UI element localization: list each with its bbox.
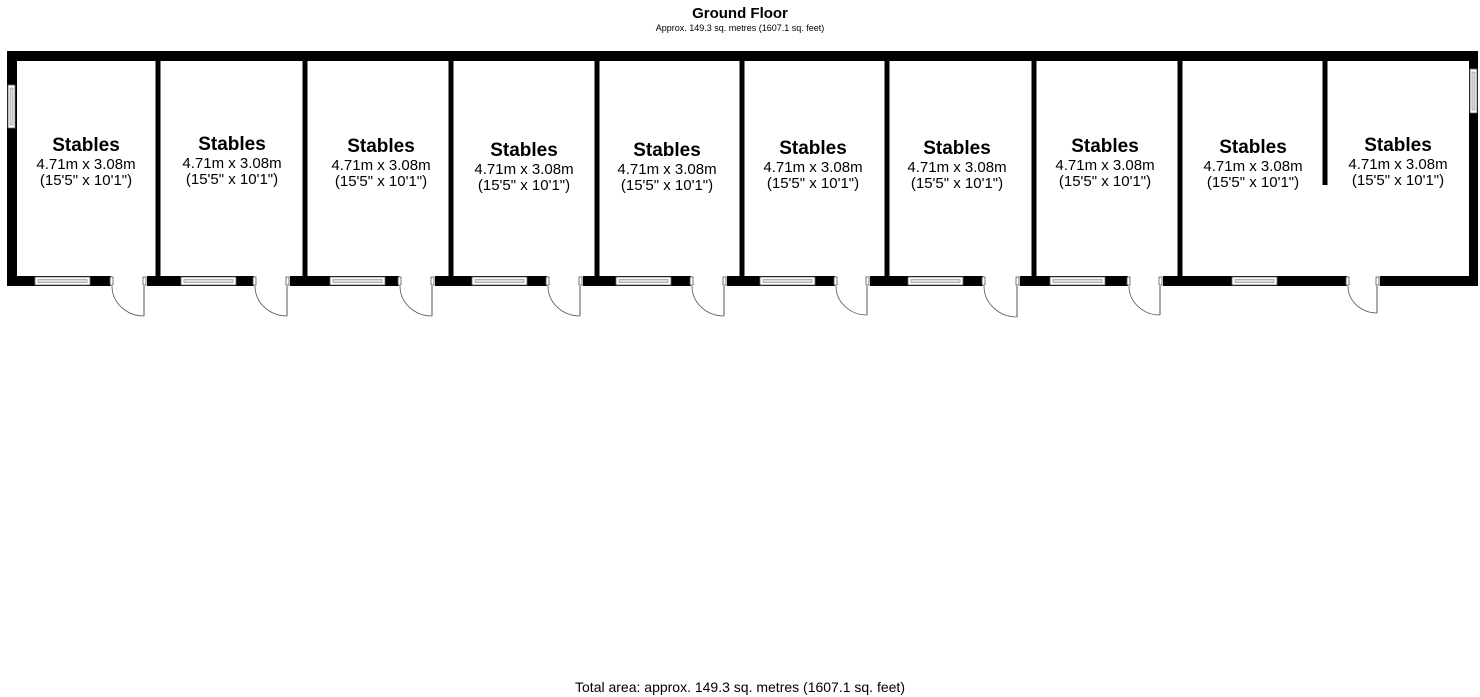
room-name: Stables — [198, 134, 266, 155]
door-jamb — [1375, 276, 1380, 286]
window-glass — [37, 279, 88, 283]
door-jamb — [722, 276, 727, 286]
partition-wall — [1177, 51, 1183, 286]
partition-wall — [739, 51, 745, 286]
partition-wall — [302, 51, 308, 286]
window-glass — [183, 279, 234, 283]
room-label: Stables 4.71m x 3.08m (15'5" x 10'1") — [16, 135, 156, 190]
room-dimensions-imperial: (15'5" x 10'1") — [1058, 173, 1152, 191]
room-name: Stables — [1071, 136, 1139, 157]
door-jamb — [545, 276, 550, 286]
door-jamb — [252, 276, 257, 286]
door-jamb — [285, 276, 290, 286]
door-swing-arc — [399, 285, 433, 317]
partition-wall — [594, 51, 600, 286]
partition-wall — [884, 51, 890, 286]
door-swing-arc — [983, 285, 1018, 318]
room-dimensions-imperial: (15'5" x 10'1") — [910, 175, 1004, 193]
door-swing-arc — [1128, 285, 1161, 316]
window-glass — [910, 279, 961, 283]
door-jamb — [1158, 276, 1163, 286]
room-name: Stables — [52, 135, 120, 156]
room-dimensions-metric: 4.71m x 3.08m — [331, 156, 431, 174]
room-dimensions-imperial: (15'5" x 10'1") — [1351, 172, 1445, 190]
room-dimensions-imperial: (15'5" x 10'1") — [185, 171, 279, 189]
room-name: Stables — [490, 140, 558, 161]
window-glass — [1234, 279, 1275, 283]
window-glass — [332, 279, 383, 283]
room-name: Stables — [779, 138, 847, 159]
door-jamb — [578, 276, 583, 286]
door-jamb — [865, 276, 870, 286]
door-jamb — [109, 276, 114, 286]
room-dimensions-metric: 4.71m x 3.08m — [1348, 155, 1448, 173]
room-dimensions-metric: 4.71m x 3.08m — [907, 158, 1007, 176]
partition-wall — [1031, 51, 1037, 286]
room-dimensions-metric: 4.71m x 3.08m — [1055, 156, 1155, 174]
door-swing-arc — [1347, 285, 1378, 314]
window-glass — [618, 279, 669, 283]
total-area: Total area: approx. 149.3 sq. metres (16… — [575, 679, 905, 695]
door-swing-arc — [111, 285, 145, 317]
door-jamb — [981, 276, 986, 286]
room-dimensions-metric: 4.71m x 3.08m — [36, 155, 136, 173]
room-dimensions-metric: 4.71m x 3.08m — [763, 158, 863, 176]
room-dimensions-metric: 4.71m x 3.08m — [474, 160, 574, 178]
side-window-glass — [1471, 71, 1476, 111]
room-dimensions-metric: 4.71m x 3.08m — [182, 154, 282, 172]
room-label: Stables 4.71m x 3.08m (15'5" x 10'1") — [1183, 137, 1323, 192]
door-jamb — [142, 276, 147, 286]
door-jamb — [1126, 276, 1131, 286]
door-jamb — [1345, 276, 1350, 286]
outer-wall-bottom — [1380, 276, 1478, 286]
side-window-glass — [9, 87, 14, 126]
room-dimensions-metric: 4.71m x 3.08m — [1203, 157, 1303, 175]
room-dimensions-imperial: (15'5" x 10'1") — [39, 172, 133, 190]
room-label: Stables 4.71m x 3.08m (15'5" x 10'1") — [162, 134, 302, 189]
room-label: Stables 4.71m x 3.08m (15'5" x 10'1") — [597, 140, 737, 195]
room-dimensions-imperial: (15'5" x 10'1") — [1206, 174, 1300, 192]
room-dimensions-imperial: (15'5" x 10'1") — [620, 177, 714, 195]
door-jamb — [1015, 276, 1020, 286]
door-swing-arc — [254, 285, 288, 317]
door-swing-arc — [547, 285, 581, 317]
floor-area-subtitle: Approx. 149.3 sq. metres (1607.1 sq. fee… — [655, 23, 825, 33]
partition-wall — [155, 51, 161, 286]
door-swing-arc — [691, 285, 725, 317]
partial-partition-wall — [1322, 51, 1328, 185]
outer-wall-left — [7, 51, 17, 286]
room-label: Stables 4.71m x 3.08m (15'5" x 10'1") — [454, 140, 594, 195]
door-jamb — [833, 276, 838, 286]
room-name: Stables — [1364, 135, 1432, 156]
room-label: Stables 4.71m x 3.08m (15'5" x 10'1") — [887, 138, 1027, 193]
door-jamb — [689, 276, 694, 286]
door-jamb — [430, 276, 435, 286]
window-glass — [762, 279, 813, 283]
room-name: Stables — [1219, 137, 1287, 158]
room-label: Stables 4.71m x 3.08m (15'5" x 10'1") — [743, 138, 883, 193]
room-dimensions-imperial: (15'5" x 10'1") — [766, 175, 860, 193]
room-label: Stables 4.71m x 3.08m (15'5" x 10'1") — [311, 136, 451, 191]
door-swing-arc — [835, 285, 868, 316]
room-name: Stables — [347, 136, 415, 157]
window-glass — [474, 279, 525, 283]
room-name: Stables — [923, 138, 991, 159]
door-jamb — [397, 276, 402, 286]
room-label: Stables 4.71m x 3.08m (15'5" x 10'1") — [1328, 135, 1468, 190]
room-dimensions-imperial: (15'5" x 10'1") — [477, 177, 571, 195]
room-name: Stables — [633, 140, 701, 161]
floor-title: Ground Floor — [692, 5, 788, 22]
outer-wall-right — [1469, 51, 1478, 286]
room-dimensions-imperial: (15'5" x 10'1") — [334, 173, 428, 191]
room-label: Stables 4.71m x 3.08m (15'5" x 10'1") — [1035, 136, 1175, 191]
room-dimensions-metric: 4.71m x 3.08m — [617, 160, 717, 178]
partition-wall — [448, 51, 454, 286]
window-glass — [1052, 279, 1103, 283]
